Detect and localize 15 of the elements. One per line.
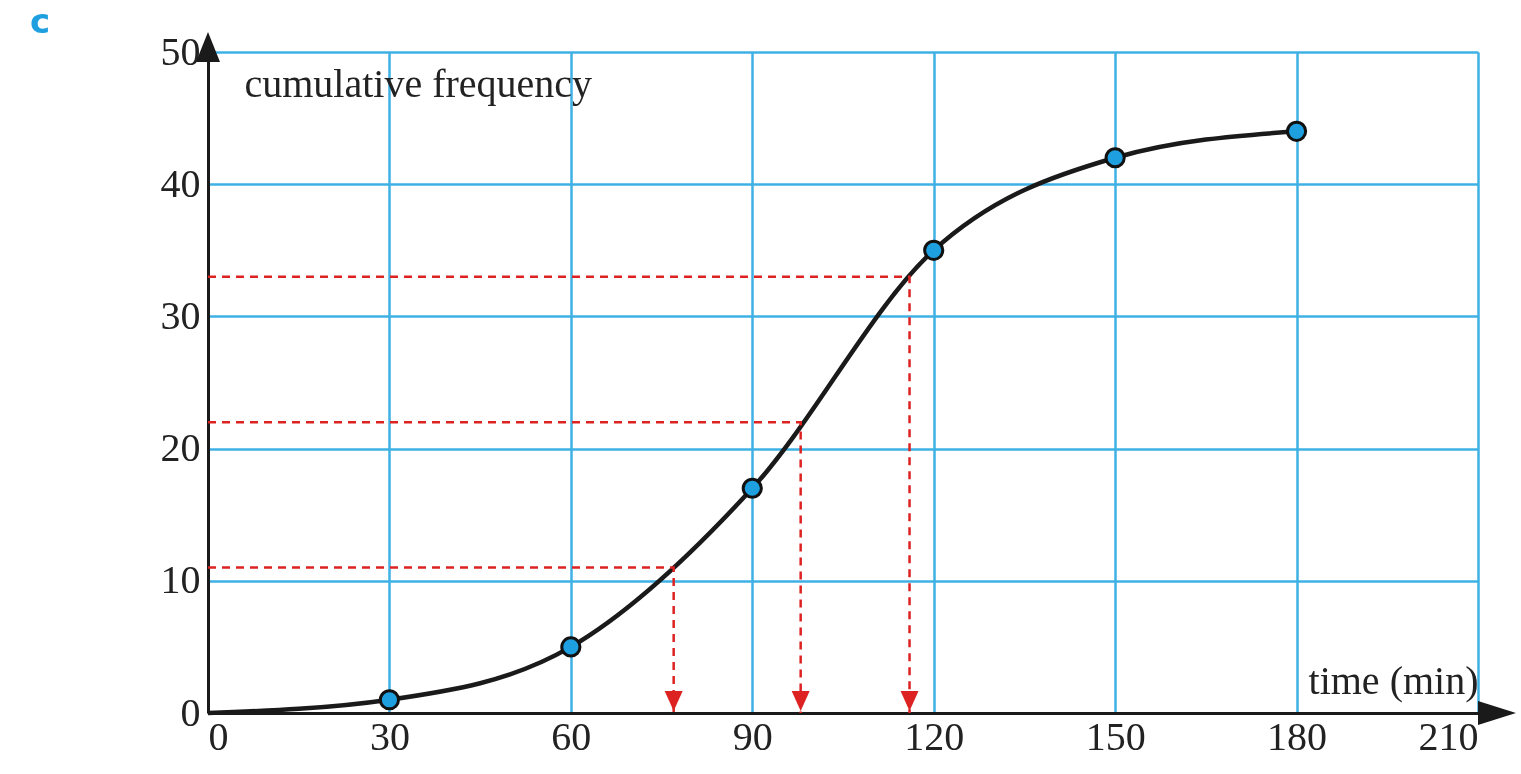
chart-title: c — [30, 1, 51, 41]
y-tick-label: 40 — [160, 160, 201, 206]
x-tick-label: 0 — [208, 713, 229, 759]
y-tick-label: 20 — [160, 425, 201, 471]
y-tick-label: 30 — [160, 292, 201, 338]
x-tick-label: 180 — [1267, 713, 1328, 759]
x-tick-label: 120 — [904, 713, 965, 759]
x-tick-label: 90 — [732, 713, 773, 759]
x-tick-label: 210 — [1418, 713, 1479, 759]
x-tick-label: 60 — [551, 713, 592, 759]
x-tick-label: 30 — [369, 713, 410, 759]
y-tick-label: 50 — [160, 28, 201, 74]
x-axis-title: time (min) — [1308, 657, 1479, 703]
x-tick-label: 150 — [1085, 713, 1146, 759]
y-tick-label: 10 — [160, 557, 201, 603]
